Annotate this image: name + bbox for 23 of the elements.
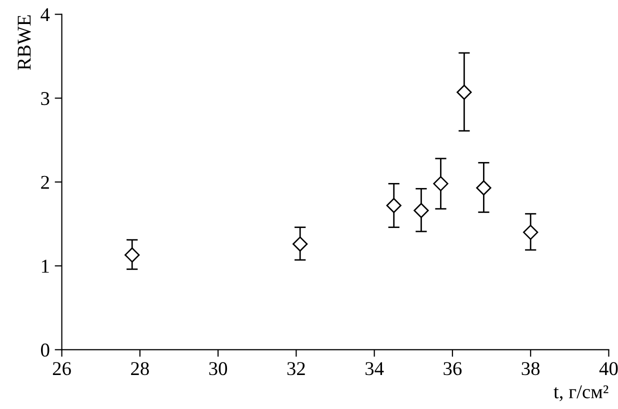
- x-axis-title: t, г/см²: [554, 385, 608, 402]
- point: [124, 247, 140, 263]
- x-tick-label: 28: [131, 362, 149, 376]
- x-tick-label: 34: [366, 362, 384, 376]
- x-tick-label: 32: [287, 362, 305, 376]
- x-tick-label: 26: [52, 362, 71, 376]
- y-tick-label: 4: [40, 8, 50, 22]
- y-tick-label: 3: [41, 92, 50, 106]
- x-tick-label: 38: [522, 362, 540, 376]
- point: [523, 224, 538, 240]
- point: [476, 180, 492, 196]
- point: [456, 84, 472, 100]
- y-tick-label: 2: [41, 176, 49, 189]
- y-axis-title: RBWE: [18, 15, 31, 70]
- point: [414, 202, 429, 218]
- point: [433, 176, 448, 192]
- y-tick-label: 1: [42, 260, 49, 273]
- point: [386, 198, 402, 214]
- x-tick-label: 36: [444, 362, 462, 376]
- x-tick-label: 30: [209, 362, 228, 376]
- y-tick-label: 0: [41, 344, 50, 357]
- x-tick-label: 40: [599, 362, 618, 376]
- point: [292, 236, 308, 252]
